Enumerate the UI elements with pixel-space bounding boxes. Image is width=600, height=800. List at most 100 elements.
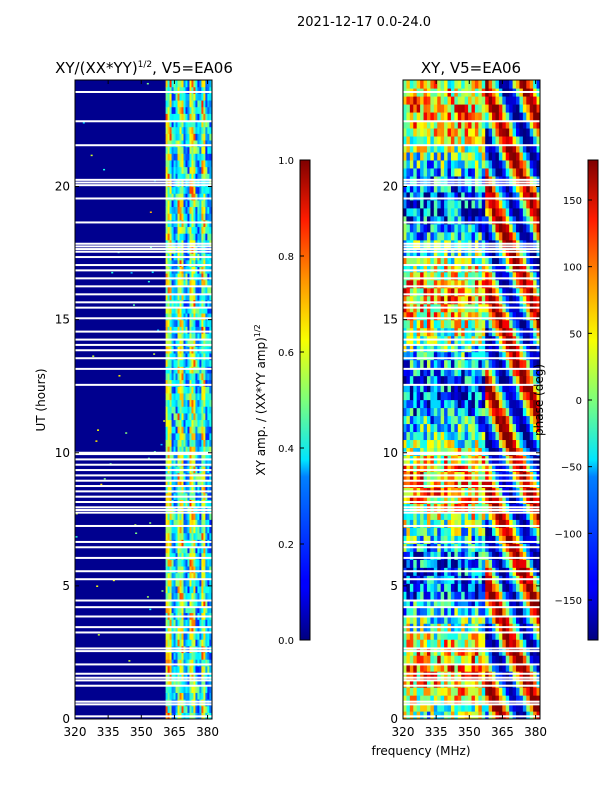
panel-a-cell	[181, 452, 185, 461]
panel-b-cell	[488, 215, 493, 225]
panel-b-cell	[440, 351, 445, 361]
panel-b-cell	[409, 295, 414, 305]
panel-b-cell	[454, 311, 459, 321]
panel-b-cell	[457, 415, 462, 425]
panel-a-cell	[205, 226, 208, 234]
panel-a-flag-row	[75, 511, 212, 514]
panel-b-cell	[481, 407, 486, 417]
panel-b-cell	[444, 439, 449, 449]
panel-b-cell	[413, 679, 418, 688]
panel-a-cell	[181, 332, 185, 341]
panel-b-cell	[533, 535, 538, 544]
panel-a-cell	[185, 639, 189, 647]
panel-b-cell	[474, 399, 479, 409]
panel-a-speck	[103, 168, 106, 171]
panel-b-cell	[488, 583, 493, 592]
panel-a-cell	[173, 193, 177, 201]
panel-a-cell	[175, 692, 179, 700]
panel-b-cell	[498, 479, 503, 488]
panel-b-cell	[457, 607, 462, 616]
panel-b-cell	[488, 511, 493, 520]
panel-a-cell	[205, 619, 208, 627]
panel-a-cell	[199, 193, 202, 201]
panel-a-flag-row	[75, 178, 212, 181]
panel-a-flag-row	[75, 578, 212, 581]
panel-b-cell	[498, 615, 503, 624]
panel-b-cell	[485, 655, 490, 664]
panel-a-cell	[189, 625, 193, 634]
panel-b-cell	[519, 495, 524, 504]
panel-a-cell	[209, 432, 212, 441]
panel-a-cell	[165, 579, 169, 587]
panel-b-cell	[522, 527, 527, 536]
panel-a-cell	[177, 133, 181, 141]
panel-a-cell	[193, 685, 197, 693]
panel-a-cell	[185, 532, 189, 540]
panel-a-cell	[195, 459, 199, 467]
panel-b-cell	[409, 311, 414, 321]
panel-b-cell	[516, 447, 521, 457]
panel-b-cell	[522, 447, 527, 457]
panel-a-cell	[209, 525, 212, 534]
panel-a-flag-row	[75, 269, 212, 272]
panel-b-cell	[454, 367, 459, 377]
panel-b-cell	[471, 711, 476, 719]
panel-b-cell	[416, 655, 421, 664]
panel-a-cell	[191, 639, 195, 647]
panel-a-cell	[193, 406, 197, 414]
panel-b-cell	[505, 519, 510, 528]
panel-b-cell	[440, 559, 445, 568]
panel-a-cell	[199, 705, 202, 713]
panel-a-cell	[169, 273, 173, 281]
panel-b-cell	[485, 639, 490, 648]
panel-b-cell	[403, 279, 408, 289]
panel-b-cell	[488, 359, 493, 369]
panel-b-cell	[461, 231, 466, 241]
panel-a-cell	[207, 579, 210, 587]
panel-b-cell	[450, 711, 455, 719]
panel-b-cell	[413, 671, 418, 680]
panel-a-cell	[175, 419, 179, 427]
panel-b-cell	[420, 687, 425, 696]
panel-a-cell	[193, 153, 197, 161]
panel-a-cell	[203, 312, 206, 321]
panel-a-cell	[181, 186, 185, 194]
panel-b-cell	[426, 271, 431, 281]
panel-b-cell	[437, 367, 442, 377]
panel-a-cell	[209, 672, 212, 680]
panel-a-cell	[203, 579, 206, 587]
panel-a-cell	[165, 146, 169, 154]
panel-a-cell	[201, 119, 204, 128]
panel-b-cell	[505, 423, 510, 433]
panel-b-cell	[461, 703, 466, 712]
panel-b-cell	[505, 663, 510, 672]
panel-a-cell	[169, 359, 173, 367]
panel-b-cell	[498, 383, 503, 393]
panel-a-cell	[177, 525, 181, 534]
panel-b-cell	[423, 687, 428, 696]
panel-b-cell	[437, 279, 442, 289]
panel-a-cell	[181, 273, 185, 281]
panel-b-cell	[492, 399, 497, 409]
panel-b-cell	[416, 703, 421, 712]
panel-b-cell	[471, 407, 476, 417]
panel-a-cell	[171, 572, 175, 580]
panel-b-cell	[502, 287, 507, 297]
panel-a-cell	[189, 679, 193, 687]
panel-a-cell	[173, 585, 177, 594]
panel-b-cell	[406, 255, 411, 265]
panel-b-cell	[437, 287, 442, 297]
panel-a-cell	[177, 372, 181, 381]
panel-a-cell	[203, 659, 206, 667]
panel-a-cell	[191, 193, 195, 201]
panel-b-cell	[481, 415, 486, 425]
panel-a-cell	[183, 293, 187, 301]
panel-b-cell	[437, 655, 442, 664]
panel-a-cell	[173, 352, 177, 361]
panel-a-cell	[165, 439, 169, 447]
panel-b-cell	[454, 271, 459, 281]
panel-a-cell	[169, 392, 173, 401]
panel-b-cell	[471, 535, 476, 544]
panel-b-cell	[468, 583, 473, 592]
panel-b-cell	[440, 223, 445, 233]
